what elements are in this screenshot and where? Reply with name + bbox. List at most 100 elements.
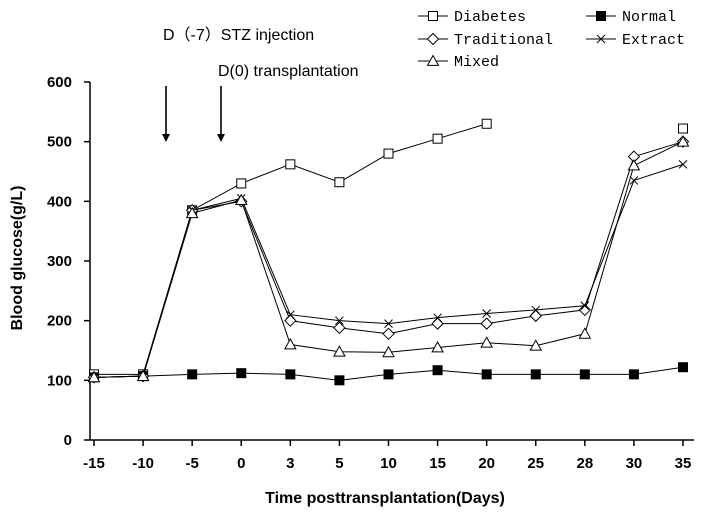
x-axis-title: Time posttransplantation(Days) <box>265 490 505 507</box>
series-line-mixed <box>93 141 684 378</box>
data-point-diabetes <box>383 148 394 159</box>
series-extract <box>89 159 688 382</box>
series-line-extract <box>93 163 684 378</box>
series-mixed <box>87 135 690 383</box>
x-marker-stroke <box>482 309 492 318</box>
y-tick-label: 500 <box>47 134 72 151</box>
legend-marker <box>426 32 440 46</box>
data-point-normal <box>481 369 492 380</box>
data-point-extract <box>531 305 541 315</box>
x-tick-label: 5 <box>335 455 343 472</box>
data-point-diabetes <box>334 177 345 188</box>
x-tick-label: -15 <box>83 455 105 472</box>
data-point-diabetes <box>481 118 492 129</box>
x-tick-label: 10 <box>380 455 397 472</box>
data-point-extract <box>580 301 590 311</box>
x-marker-stroke <box>531 305 541 315</box>
data-point-mixed <box>185 206 199 219</box>
data-point-extract <box>335 316 344 326</box>
series-layer <box>87 118 690 386</box>
legend-marker <box>596 11 606 21</box>
x-tick-label: -5 <box>185 455 198 472</box>
legend-label: Diabetes <box>454 9 526 26</box>
legend-item-diabetes: Diabetes <box>418 9 526 26</box>
data-point-normal <box>678 362 688 373</box>
x-tick-label: 15 <box>429 455 446 472</box>
x-tick-label: 30 <box>626 455 643 472</box>
annotation-label: D(0) transplantation <box>218 63 359 80</box>
data-point-normal <box>285 369 296 380</box>
data-point-mixed <box>283 338 297 350</box>
legend-marker <box>426 54 440 66</box>
data-point-normal <box>334 375 345 386</box>
data-point-mixed <box>627 159 641 171</box>
data-point-extract <box>384 319 393 329</box>
legend-item-traditional: Traditional <box>418 32 553 49</box>
data-point-traditional <box>382 327 395 341</box>
data-point-normal <box>628 369 639 380</box>
legend-marker <box>596 34 606 44</box>
y-tick-label: 600 <box>47 74 72 91</box>
y-tick-label: 200 <box>47 313 72 330</box>
legend-label: Traditional <box>454 32 553 49</box>
x-marker-stroke <box>580 301 590 311</box>
data-point-traditional <box>480 317 493 330</box>
y-tick-label: 0 <box>64 432 72 449</box>
data-point-normal <box>530 369 541 380</box>
x-tick-label: 28 <box>576 455 593 472</box>
data-point-normal <box>383 369 394 380</box>
annotation-label: D（-7）STZ injection <box>163 26 314 44</box>
data-point-diabetes <box>432 133 443 144</box>
series-normal <box>89 362 688 386</box>
legend-item-extract: Extract <box>586 32 685 49</box>
x-tick-label: -10 <box>132 455 154 472</box>
y-tick-label: 400 <box>47 193 72 210</box>
data-point-traditional <box>578 303 592 317</box>
data-point-traditional <box>284 314 297 327</box>
data-point-mixed <box>480 336 494 348</box>
data-point-mixed <box>234 193 248 206</box>
x-marker-stroke <box>629 176 639 185</box>
x-marker-stroke <box>384 319 393 329</box>
annotation-arrowhead <box>162 134 170 142</box>
data-point-mixed <box>578 327 592 339</box>
data-point-mixed <box>87 370 101 383</box>
data-point-traditional <box>529 309 542 323</box>
data-point-mixed <box>431 340 444 353</box>
annotation-arrowhead <box>217 134 225 142</box>
y-axis-title: Blood glucose(g/L) <box>9 186 26 331</box>
data-point-extract <box>678 159 688 169</box>
data-point-mixed <box>529 339 543 351</box>
data-point-mixed <box>136 369 150 382</box>
data-point-diabetes <box>678 123 688 134</box>
data-point-traditional <box>333 321 346 335</box>
x-tick-label: 3 <box>286 455 294 472</box>
x-tick-label: 25 <box>527 455 544 472</box>
legend-item-normal: Normal <box>586 9 676 26</box>
x-tick-label: 20 <box>478 455 495 472</box>
data-point-normal <box>187 369 198 380</box>
data-point-extract <box>629 176 639 185</box>
x-marker-stroke <box>335 316 344 326</box>
data-point-normal <box>236 368 247 379</box>
data-point-mixed <box>676 135 690 147</box>
data-point-extract <box>285 310 295 320</box>
legend-label: Extract <box>622 32 685 49</box>
legend-item-mixed: Mixed <box>418 54 499 71</box>
data-point-extract <box>482 309 492 318</box>
annotations: D（-7）STZ injection D(0) transplantation <box>162 26 359 142</box>
y-tick-label: 100 <box>47 372 72 389</box>
x-tick-label: 0 <box>237 455 245 472</box>
series-line-traditional <box>93 141 684 378</box>
data-point-mixed <box>333 345 346 357</box>
data-point-normal <box>432 365 443 376</box>
legend-label: Mixed <box>454 54 499 71</box>
data-point-diabetes <box>285 159 296 170</box>
data-point-extract <box>433 313 442 323</box>
x-marker-stroke <box>596 34 606 44</box>
legend: Diabetes Normal Traditional Extract Mixed <box>418 9 685 71</box>
x-marker-stroke <box>433 313 442 323</box>
x-marker-stroke <box>285 310 295 320</box>
